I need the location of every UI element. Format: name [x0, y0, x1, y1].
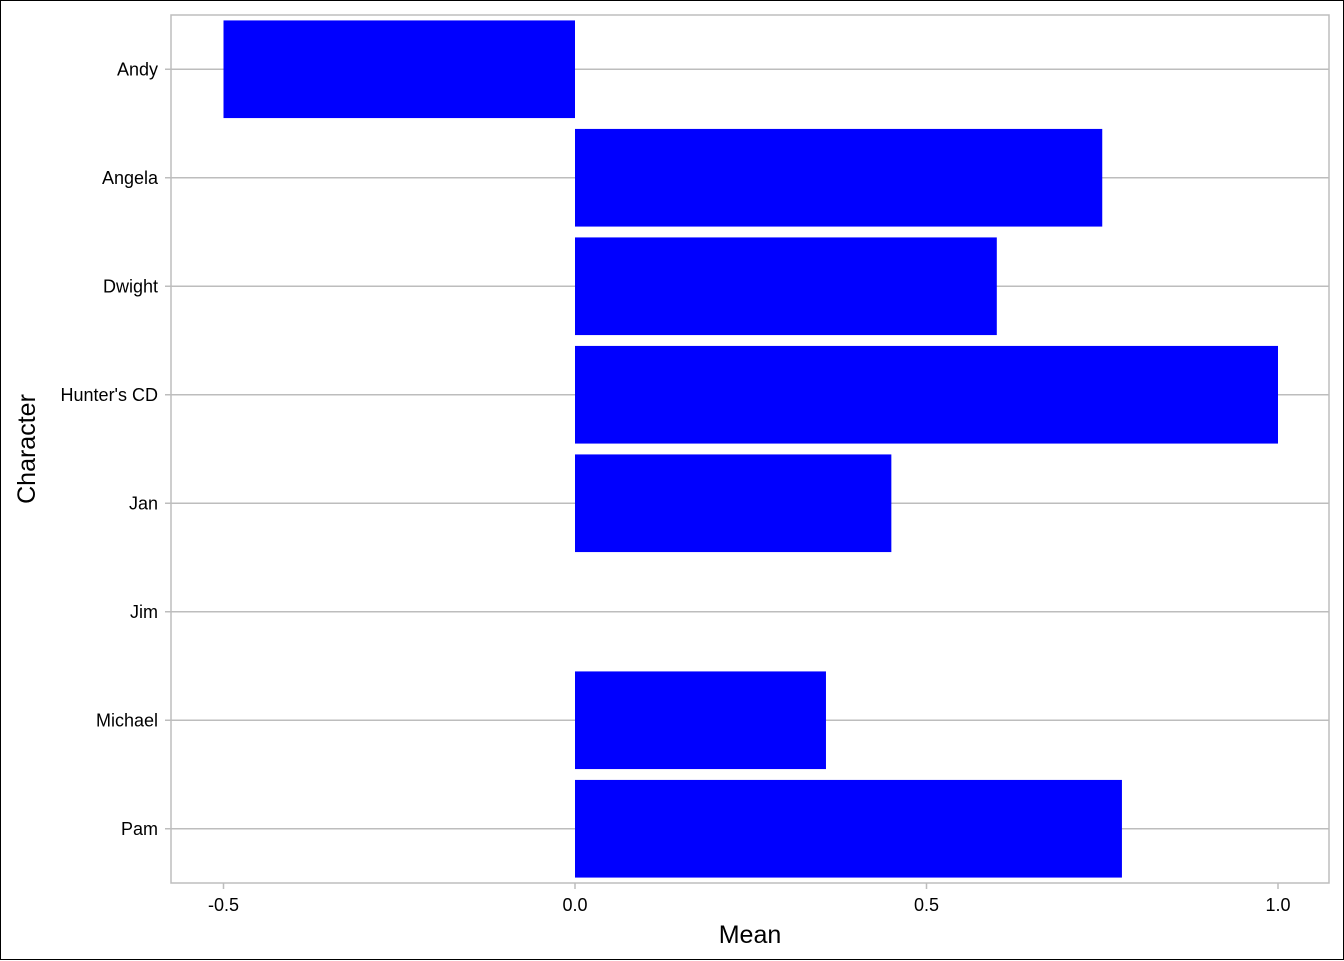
- y-tick-label: Pam: [121, 819, 158, 839]
- plot-panel-border: [170, 14, 1330, 884]
- x-tick-label: 1.0: [1265, 895, 1290, 915]
- bar-1: [575, 128, 1103, 227]
- y-axis-ticks: Andy Angela Dwight Hunter's CD Jan Jim Michael…: [61, 59, 171, 839]
- y-tick-label: Angela: [102, 168, 159, 188]
- y-tick-label: Hunter's CD: [61, 385, 158, 405]
- bar-7: [575, 779, 1122, 878]
- x-tick-label: 0.0: [562, 895, 587, 915]
- x-tick-label: 0.5: [914, 895, 939, 915]
- y-tick-label: Michael: [96, 710, 158, 730]
- x-tick-label: -0.5: [208, 895, 239, 915]
- bar-4: [575, 454, 892, 553]
- bar-6: [575, 671, 826, 770]
- bar-3: [575, 345, 1278, 444]
- bars: [223, 20, 1278, 878]
- y-axis-title: Character: [13, 394, 41, 504]
- y-tick-label: Jan: [129, 493, 158, 513]
- x-axis-ticks: -0.5 0.0 0.5 1.0: [208, 883, 1291, 915]
- y-tick-label: Andy: [117, 59, 158, 79]
- y-tick-label: Dwight: [103, 276, 158, 296]
- bar-0: [223, 20, 575, 119]
- bar-2: [575, 237, 997, 336]
- x-axis-title: Mean: [719, 921, 782, 949]
- y-tick-label: Jim: [130, 602, 158, 622]
